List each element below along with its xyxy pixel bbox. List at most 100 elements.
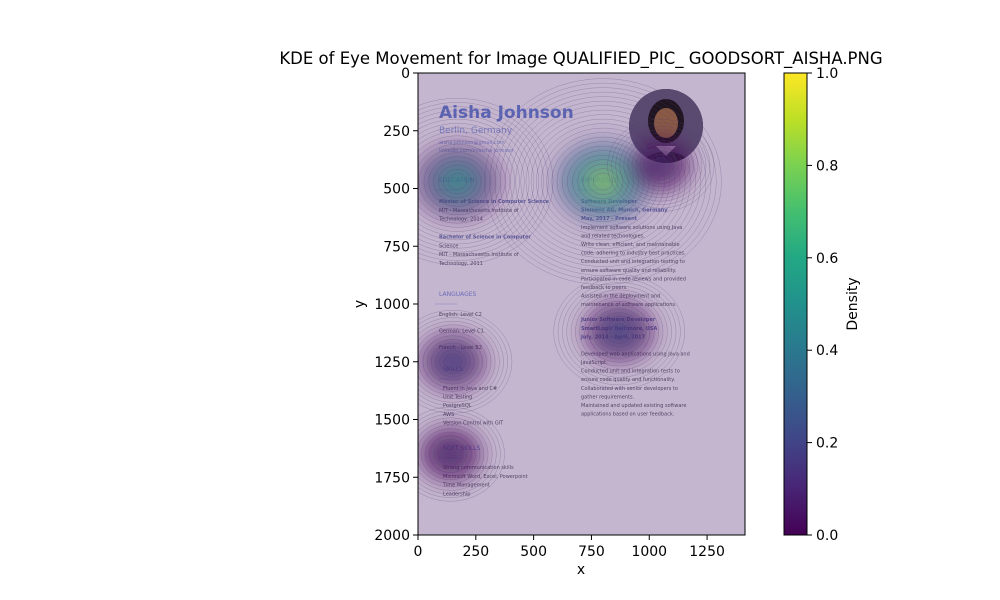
colorbar-gradient (783, 72, 808, 536)
kde-blob (444, 449, 456, 459)
kde-contour (433, 160, 482, 203)
kde-contour (592, 308, 646, 355)
kde-contour (639, 147, 682, 184)
kde-contour (546, 132, 660, 231)
kde-contour (418, 331, 487, 392)
resume-line: Assisted in the deployment and (581, 294, 660, 300)
kde-contour (551, 136, 655, 227)
kde-contour (418, 421, 489, 488)
kde-contour (553, 274, 685, 389)
kde-contour (619, 129, 703, 202)
x-tick-label: 1000 (631, 544, 667, 560)
kde-contour (441, 446, 460, 462)
kde-contour (631, 140, 690, 191)
kde-contour (484, 78, 722, 285)
kde-contour (418, 320, 500, 403)
kde-contour (418, 135, 511, 228)
x-tick-label: 0 (414, 544, 423, 560)
colorbar-tick-label: 1.0 (816, 66, 838, 82)
kde-contour (579, 297, 659, 367)
resume-line: gather requirements. (581, 394, 635, 400)
y-axis-label: y (352, 300, 368, 308)
resume-line: Unit Testing (443, 395, 472, 401)
kde-contour-lines (418, 78, 722, 502)
colorbar-tick-label: 0.2 (816, 436, 838, 452)
resume-line: Collaborated with senior developers to (581, 386, 678, 392)
kde-contour (562, 282, 677, 382)
kde-contour (426, 339, 479, 385)
kde-contour (418, 98, 554, 266)
colorbar-tick-label: 0.4 (816, 343, 838, 359)
kde-density-fills (418, 136, 695, 485)
kde-contour (605, 319, 633, 344)
resume-line: ensure software quality and reliability. (581, 268, 677, 274)
y-tick-label: 750 (383, 239, 410, 255)
kde-contour (420, 428, 480, 480)
kde-contour (583, 301, 655, 363)
resume-name: Aisha Johnson (439, 103, 574, 123)
resume-line: Implement software solutions using Java (581, 225, 682, 231)
y-tick-label: 1500 (374, 413, 410, 429)
resume-line: Maintained and updated existing software (581, 403, 686, 409)
resume-line: Technology, 2011 (438, 261, 483, 267)
kde-contour (418, 143, 501, 220)
kde-contour (442, 168, 472, 195)
kde-contour (557, 278, 681, 386)
kde-contour (418, 123, 525, 241)
colorbar-tick-label: 0.0 (816, 528, 838, 544)
resume-line: feedback to peers. (581, 285, 628, 291)
kde-contour (596, 312, 642, 352)
resume-contact-1: aisha.johnson@gmail.com (439, 140, 505, 146)
kde-contour (418, 148, 496, 216)
kde-contour (422, 335, 483, 388)
resume-line: Leadership (443, 491, 470, 497)
kde-contour (418, 310, 513, 414)
colorbar-tick-label: 0.8 (816, 158, 838, 174)
kde-contour (435, 346, 471, 377)
resume-line: applications based on user feedback. (581, 412, 675, 418)
kde-contour (447, 173, 467, 190)
kde-contour (418, 406, 505, 502)
kde-contour (572, 154, 634, 209)
kde-blob (655, 160, 667, 170)
y-tick-label: 2000 (374, 528, 410, 544)
kde-contour (489, 82, 717, 281)
colorbar-label: Density (845, 277, 861, 330)
kde-contour (575, 293, 664, 371)
kde-contour (520, 109, 686, 254)
kde-contour (505, 96, 701, 267)
y-tick-label: 0 (401, 66, 410, 82)
kde-contour (433, 439, 468, 470)
resume-line: AWS (443, 412, 454, 418)
y-tick-label: 500 (383, 182, 410, 198)
kde-contour (541, 127, 665, 236)
x-axis-label: x (577, 562, 585, 578)
y-tick-label: 1000 (374, 297, 410, 313)
kde-contour (536, 123, 670, 240)
kde-contour (418, 317, 504, 407)
kde-contour (499, 91, 707, 272)
resume-line: code, adhering to industry best practice… (581, 251, 686, 257)
kde-contour (418, 417, 493, 491)
kde-contour (443, 353, 462, 370)
kde-contour (515, 105, 691, 258)
colorbar-ticks: 0.0 0.2 0.4 0.6 0.8 1.0 (807, 66, 838, 544)
kde-contour (627, 136, 695, 195)
kde-contour (582, 163, 624, 200)
resume-line: Fluent in Java and C# (443, 386, 497, 392)
kde-contour (567, 150, 639, 213)
resume-line: MIT - Massachusetts Institute of (439, 252, 519, 258)
resume-line: Write clean, efficient, and maintainable (581, 242, 680, 248)
y-tick-label: 1250 (374, 355, 410, 371)
kde-contour (438, 164, 477, 199)
resume-line: and related technologies. (581, 233, 645, 239)
kde-contour (428, 156, 487, 207)
kde-contour (570, 289, 668, 374)
kde-contour (437, 442, 464, 466)
resume-line: ensure code quality and functionality. (581, 377, 675, 383)
kde-contour (530, 118, 676, 245)
resume-line: PostgreSQL (443, 403, 472, 409)
resume-location: Berlin, Germany (439, 126, 513, 136)
y-tick-label: 1750 (374, 470, 410, 486)
